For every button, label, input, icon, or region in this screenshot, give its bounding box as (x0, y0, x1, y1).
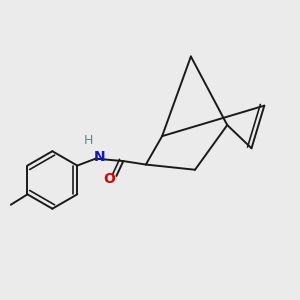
Text: N: N (93, 150, 105, 164)
Text: H: H (84, 134, 93, 147)
Text: O: O (103, 172, 115, 186)
